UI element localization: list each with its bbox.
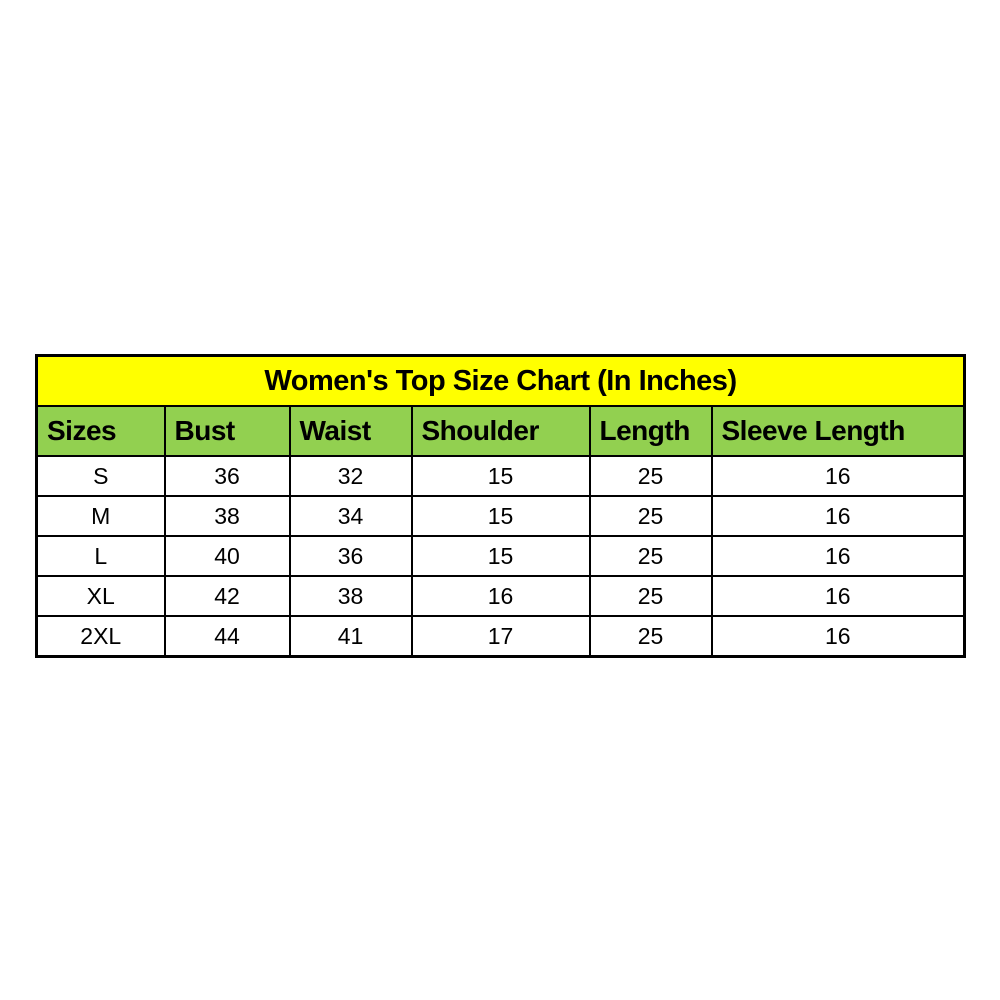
bust-cell: 40 (163, 535, 291, 577)
column-header-waist: Waist (288, 405, 413, 457)
bust-cell: 38 (163, 495, 291, 537)
length-cell: 25 (588, 575, 713, 617)
length-cell: 25 (588, 615, 713, 658)
size-cell: L (35, 535, 166, 577)
table-row-2xl: 2XL 44 41 17 25 16 (35, 615, 966, 658)
waist-cell: 34 (288, 495, 413, 537)
bust-cell: 44 (163, 615, 291, 658)
waist-cell: 32 (288, 455, 413, 497)
bust-cell: 42 (163, 575, 291, 617)
waist-cell: 38 (288, 575, 413, 617)
table-row-l: L 40 36 15 25 16 (35, 535, 966, 577)
sleeve-length-cell: 16 (710, 455, 966, 497)
sleeve-length-cell: 16 (710, 495, 966, 537)
waist-cell: 41 (288, 615, 413, 658)
column-header-sizes: Sizes (35, 405, 166, 457)
size-cell: 2XL (35, 615, 166, 658)
bust-cell: 36 (163, 455, 291, 497)
length-cell: 25 (588, 495, 713, 537)
column-header-bust: Bust (163, 405, 291, 457)
length-cell: 25 (588, 535, 713, 577)
size-cell: XL (35, 575, 166, 617)
sleeve-length-cell: 16 (710, 615, 966, 658)
chart-title: Women's Top Size Chart (In Inches) (35, 354, 966, 407)
length-cell: 25 (588, 455, 713, 497)
table-title-row: Women's Top Size Chart (In Inches) (35, 354, 966, 407)
size-chart-table: Women's Top Size Chart (In Inches) Sizes… (35, 354, 966, 658)
size-cell: M (35, 495, 166, 537)
size-chart: Women's Top Size Chart (In Inches) Sizes… (35, 354, 966, 658)
column-header-length: Length (588, 405, 713, 457)
shoulder-cell: 16 (410, 575, 591, 617)
waist-cell: 36 (288, 535, 413, 577)
column-header-shoulder: Shoulder (410, 405, 591, 457)
size-cell: S (35, 455, 166, 497)
sleeve-length-cell: 16 (710, 575, 966, 617)
table-header-row: Sizes Bust Waist Shoulder Length Sleeve … (35, 405, 966, 457)
shoulder-cell: 17 (410, 615, 591, 658)
table-row-m: M 38 34 15 25 16 (35, 495, 966, 537)
shoulder-cell: 15 (410, 455, 591, 497)
shoulder-cell: 15 (410, 535, 591, 577)
sleeve-length-cell: 16 (710, 535, 966, 577)
shoulder-cell: 15 (410, 495, 591, 537)
column-header-sleeve-length: Sleeve Length (710, 405, 966, 457)
table-row-xl: XL 42 38 16 25 16 (35, 575, 966, 617)
table-row-s: S 36 32 15 25 16 (35, 455, 966, 497)
